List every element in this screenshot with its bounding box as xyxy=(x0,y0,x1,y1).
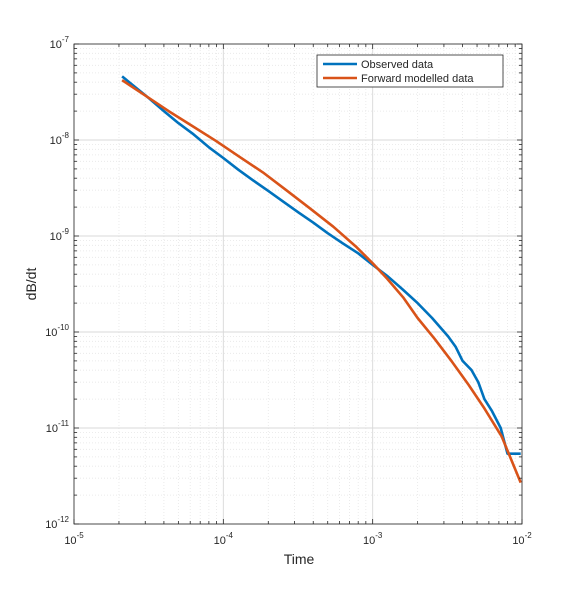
series-line-forward xyxy=(121,79,522,484)
y-axis-title: dB/dt xyxy=(23,268,39,301)
y-tick-base: 10 xyxy=(50,39,62,51)
y-tick-label: 10-11 xyxy=(46,419,70,435)
x-axis-title: Time xyxy=(284,551,315,567)
plot-area xyxy=(74,44,522,524)
y-tick-exponent: -11 xyxy=(58,419,70,428)
y-tick-base: 10 xyxy=(50,135,62,147)
legend-label-forward: Forward modelled data xyxy=(361,73,474,85)
legend: Observed data Forward modelled data xyxy=(316,54,504,88)
x-tick-base: 10 xyxy=(214,535,226,547)
y-tick-exponent: -8 xyxy=(62,131,70,140)
x-tick-base: 10 xyxy=(512,535,524,547)
plot-frame xyxy=(73,43,523,525)
x-tick-exponent: -4 xyxy=(226,531,234,540)
y-tick-label: 10-12 xyxy=(45,515,69,531)
y-tick-exponent: -9 xyxy=(62,227,70,236)
x-tick-exponent: -2 xyxy=(525,531,533,540)
x-tick-exponent: -5 xyxy=(77,531,85,540)
y-tick-base: 10 xyxy=(50,231,62,243)
series-line-observed xyxy=(121,75,521,455)
tick-labels: 10-5 10-4 10-3 10-210-1210-1110-1010-910-81… xyxy=(45,35,532,547)
x-tick-base: 10 xyxy=(363,535,375,547)
y-tick-exponent: -12 xyxy=(57,515,69,524)
y-tick-label: 10-9 xyxy=(50,227,70,243)
y-tick-label: 10-7 xyxy=(50,35,70,51)
y-tick-base: 10 xyxy=(45,519,57,531)
y-tick-label: 10-8 xyxy=(50,131,70,147)
y-tick-label: 10-10 xyxy=(45,323,69,339)
legend-label-observed: Observed data xyxy=(361,59,434,71)
y-tick-exponent: -7 xyxy=(62,35,70,44)
legend-box xyxy=(316,54,504,88)
x-tick-label: 10-3 xyxy=(363,531,383,547)
x-tick-label: 10-5 xyxy=(64,531,84,547)
series-layer xyxy=(121,75,522,484)
x-tick-exponent: -3 xyxy=(375,531,383,540)
y-tick-base: 10 xyxy=(46,423,58,435)
y-tick-exponent: -10 xyxy=(57,323,69,332)
x-tick-label: 10-2 xyxy=(512,531,532,547)
x-tick-label: 10-4 xyxy=(214,531,234,547)
x-tick-base: 10 xyxy=(64,535,76,547)
y-tick-base: 10 xyxy=(45,327,57,339)
ticks xyxy=(73,43,523,525)
